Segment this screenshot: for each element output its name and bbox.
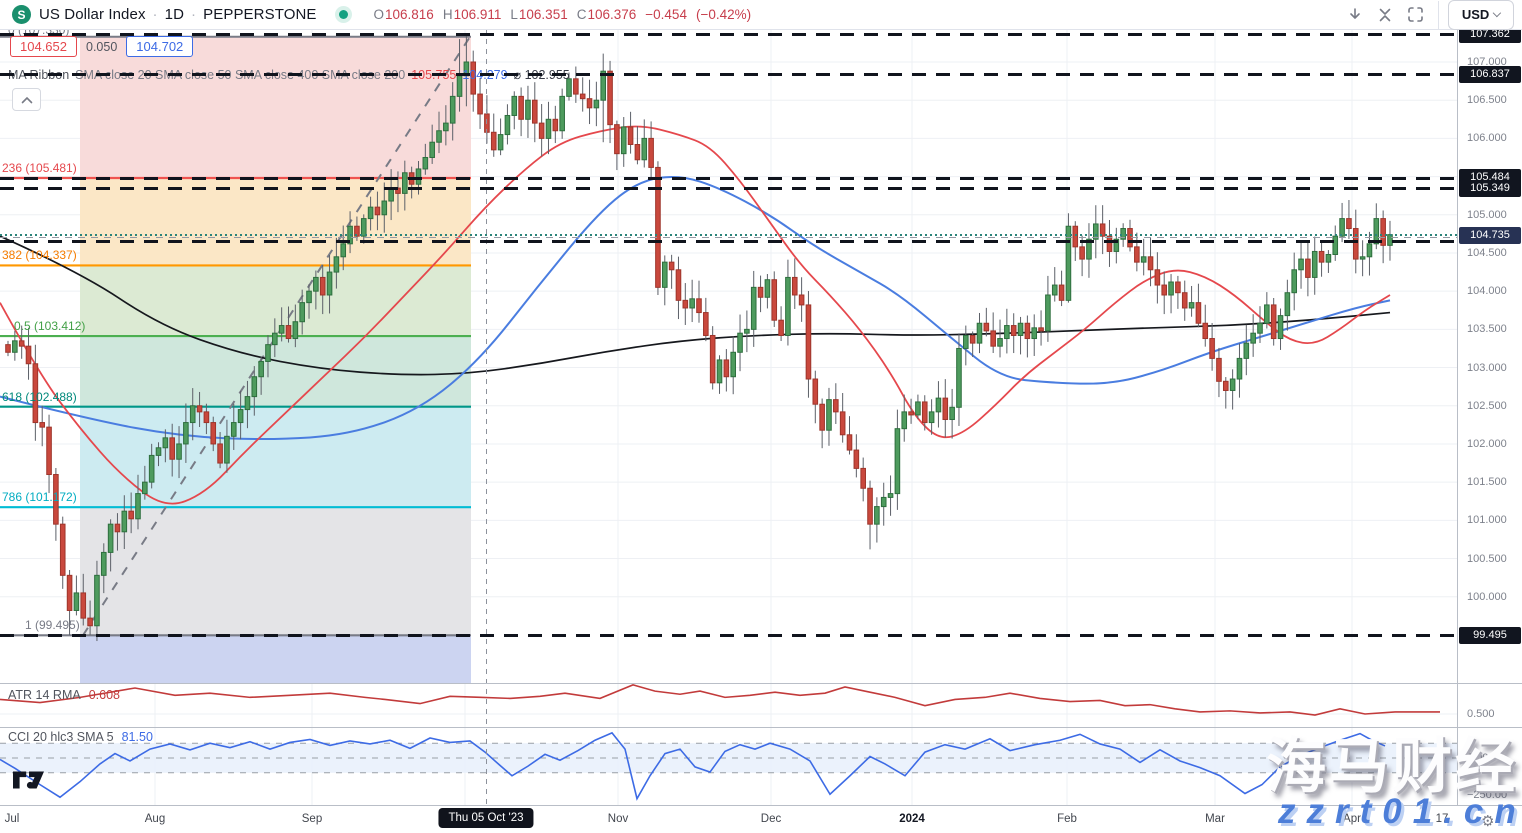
price-tick: 104.000 <box>1467 285 1507 298</box>
tradingview-logo[interactable] <box>13 771 44 794</box>
time-axis-label: Mar <box>1205 813 1225 825</box>
pane-separator-cci[interactable] <box>0 727 1522 728</box>
atr-name: ATR 14 RMA <box>8 688 81 702</box>
time-axis-label: Aug <box>144 813 166 825</box>
price-tick: 106.500 <box>1467 94 1507 107</box>
time-axis-label: 17 <box>1435 813 1449 825</box>
time-axis-label: Feb <box>1057 813 1077 825</box>
chart-canvas[interactable]: 0 (107.330) 104.652 0.050 104.702 MA Rib… <box>0 23 1457 805</box>
price-tick: 103.000 <box>1467 361 1507 374</box>
time-axis-label: Nov <box>607 813 629 825</box>
ma-value-average: ⌀ 102.955 <box>513 68 570 82</box>
price-tick: 100.000 <box>1467 590 1507 603</box>
indicator-scale-label: −250.00 <box>1467 789 1508 801</box>
indicator-scale-label: 0.500 <box>1467 708 1495 720</box>
ma-ribbon-legend[interactable]: MA Ribbon SMA close 20 SMA close 50 SMA … <box>8 67 570 83</box>
pane-separator-atr[interactable] <box>0 683 1522 684</box>
fullscreen-icon[interactable] <box>1400 3 1430 27</box>
cci-name: CCI 20 hlc3 SMA 5 <box>8 730 114 744</box>
change-percent: (−0.42%) <box>695 7 752 22</box>
price-tick: 102.000 <box>1467 437 1507 450</box>
market-status-indicator[interactable] <box>334 6 352 23</box>
chart-plot <box>0 29 1457 805</box>
fib-level-label: 382 (104.337) <box>2 248 77 263</box>
toolbar-right-controls: USD <box>1340 0 1522 30</box>
level-price-badge: 107.362 <box>1459 25 1521 43</box>
current-price-badge: 104.735 <box>1459 226 1521 244</box>
time-axis-label: Dec <box>760 813 782 825</box>
market-open-dot <box>338 10 348 19</box>
ohlc-readout: O106.816 H106.911 L106.351 C106.376 −0.4… <box>373 7 752 22</box>
fib-level-label: 786 (101.172) <box>2 490 77 505</box>
provider-label: PEPPERSTONE <box>203 6 317 23</box>
change-value: −0.454 <box>645 7 687 22</box>
buy-price-box[interactable]: 104.702 <box>126 36 194 57</box>
level-price-badge: 99.495 <box>1459 626 1521 644</box>
symbol-logo[interactable]: S <box>12 5 31 24</box>
toolbar-divider <box>1438 0 1439 29</box>
collapse-panes-icon[interactable] <box>1370 3 1400 27</box>
ma-value-red: 105.755 <box>411 67 457 82</box>
fib-level-label: 0.5 (103.412) <box>14 319 86 334</box>
cci-indicator-legend[interactable]: CCI 20 hlc3 SMA 5 81.50 <box>8 730 153 744</box>
title-separator: · <box>191 6 197 23</box>
fib-level-label: 618 (102.488) <box>2 389 77 404</box>
title-separator: · <box>152 6 158 23</box>
sell-price-box[interactable]: 104.652 <box>10 36 77 57</box>
symbol-name: US Dollar Index <box>39 6 146 23</box>
price-tick: 103.500 <box>1467 323 1507 336</box>
ma-ribbon-name: MA Ribbon <box>8 67 70 82</box>
price-tick: 101.500 <box>1467 476 1507 489</box>
gear-icon[interactable]: ⚙ <box>1481 813 1495 830</box>
price-tick: 105.000 <box>1467 208 1507 221</box>
price-tick: 100.500 <box>1467 552 1507 565</box>
price-tick: 104.500 <box>1467 246 1507 259</box>
crosshair-date-badge: Thu 05 Oct '23 <box>438 808 534 828</box>
level-price-badge: 106.837 <box>1459 65 1521 83</box>
fib-level-label: 1 (99.495) <box>25 618 80 633</box>
time-axis-label: Apr <box>1343 813 1361 825</box>
position-price-boxes: 104.652 0.050 104.702 <box>10 36 194 57</box>
spread-label: 0.050 <box>86 39 118 54</box>
time-axis-label: Jul <box>4 813 20 825</box>
ma-ribbon-params: SMA close 20 SMA close 50 SMA close 400 … <box>75 67 406 82</box>
level-price-badge: 105.349 <box>1459 179 1521 197</box>
atr-value: 0.608 <box>88 688 120 702</box>
price-tick: 106.000 <box>1467 132 1507 145</box>
time-axis-label: 2024 <box>899 813 925 825</box>
ma-value-blue: 104.279 <box>462 67 508 82</box>
time-axis-label: Sep <box>301 813 323 825</box>
time-axis[interactable]: ⚙ Jul Aug Sep Nov Dec 2024 Feb Mar Apr 17 Thu 05 O… <box>0 805 1522 833</box>
fib-level-label: 236 (105.481) <box>2 161 77 176</box>
price-tick: 107.000 <box>1467 56 1507 68</box>
price-tick: 102.500 <box>1467 399 1507 412</box>
price-scale[interactable]: 107.000 106.500 106.000 105.000 104.500 104.0… <box>1457 25 1522 805</box>
interval-label: 1D <box>164 6 185 23</box>
currency-dropdown[interactable]: USD <box>1448 0 1514 30</box>
symbol-logo-letter: S <box>17 7 26 22</box>
indicator-scale-label: 0.00 <box>1467 752 1489 764</box>
chevron-down-icon <box>1493 8 1502 18</box>
cci-value: 81.50 <box>121 730 153 744</box>
price-tick: 101.000 <box>1467 514 1507 527</box>
symbol-title-button[interactable]: US Dollar Index · 1D · PEPPERSTONE <box>39 6 317 23</box>
scroll-down-icon[interactable] <box>1340 3 1370 27</box>
atr-indicator-legend[interactable]: ATR 14 RMA 0.608 <box>8 688 120 702</box>
legend-collapse-button[interactable] <box>12 88 41 111</box>
symbol-toolbar: S US Dollar Index · 1D · PEPPERSTONE O10… <box>0 0 1522 30</box>
